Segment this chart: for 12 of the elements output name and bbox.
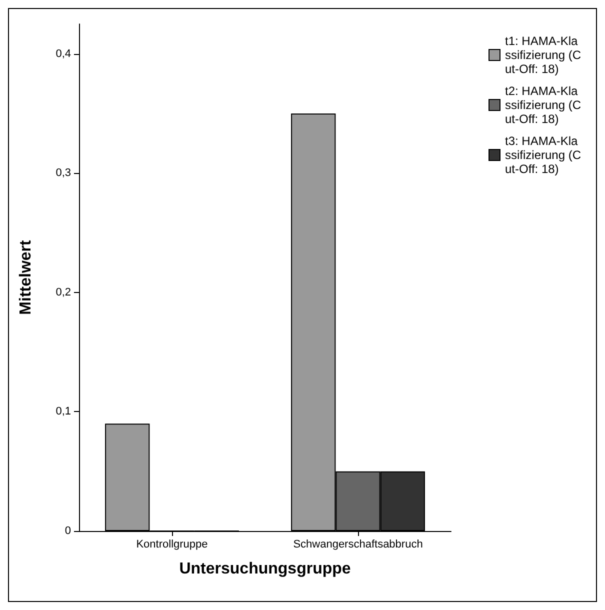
legend-label: t1: HAMA-Klassifizierung (Cut-Off: 18) (505, 34, 582, 76)
x-axis-title: Untersuchungsgruppe (179, 560, 351, 578)
legend-label: t2: HAMA-Klassifizierung (Cut-Off: 18) (505, 84, 582, 126)
x-tick-label: Schwangerschaftsabbruch (293, 538, 423, 550)
y-tick-label: 0,1 (56, 406, 71, 418)
y-tick-label: 0 (64, 525, 71, 537)
y-tick-label: 0,2 (56, 286, 71, 298)
legend-label: t3: HAMA-Klassifizierung (Cut-Off: 18) (505, 134, 582, 176)
y-tick-label: 0,4 (56, 48, 71, 60)
y-tick-label: 0,3 (56, 167, 71, 180)
x-tick-label: Kontrollgruppe (136, 538, 208, 550)
y-axis-title: Mittelwert (18, 239, 34, 315)
